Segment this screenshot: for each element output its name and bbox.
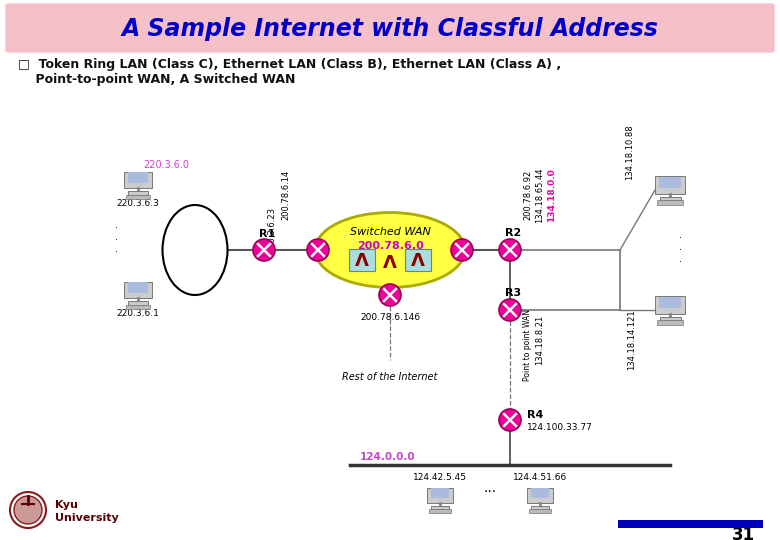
Circle shape (14, 496, 42, 524)
FancyBboxPatch shape (659, 297, 681, 308)
Text: R4: R4 (527, 410, 544, 420)
Text: 134.18.10.88: 134.18.10.88 (625, 124, 634, 180)
FancyBboxPatch shape (655, 176, 685, 193)
Text: 220.3.6.3: 220.3.6.3 (116, 199, 159, 207)
Circle shape (451, 239, 473, 261)
Text: 31: 31 (732, 526, 755, 540)
Text: 220.3.6.0: 220.3.6.0 (143, 160, 189, 170)
FancyBboxPatch shape (126, 195, 150, 199)
Text: 200.78.6.146: 200.78.6.146 (360, 313, 420, 321)
Text: 134.18.65.44: 134.18.65.44 (536, 167, 544, 222)
FancyBboxPatch shape (530, 489, 549, 498)
FancyBboxPatch shape (128, 282, 148, 293)
FancyBboxPatch shape (427, 488, 453, 503)
Ellipse shape (315, 213, 465, 287)
FancyBboxPatch shape (128, 172, 148, 183)
Text: 134.18.8.21: 134.18.8.21 (536, 315, 544, 365)
FancyBboxPatch shape (658, 320, 682, 325)
Text: 124.0.0.0: 124.0.0.0 (360, 452, 416, 462)
Text: 220.3.6.1: 220.3.6.1 (116, 308, 159, 318)
FancyBboxPatch shape (126, 305, 150, 309)
Text: ...: ... (484, 481, 497, 495)
Text: □  Token Ring LAN (Class C), Ethernet LAN (Class B), Ethernet LAN (Class A) ,: □ Token Ring LAN (Class C), Ethernet LAN… (18, 58, 561, 71)
FancyBboxPatch shape (431, 506, 449, 509)
Circle shape (379, 284, 401, 306)
Text: Λ: Λ (411, 252, 425, 270)
Text: Λ: Λ (383, 254, 397, 272)
Circle shape (499, 239, 521, 261)
Text: 124.100.33.77: 124.100.33.77 (527, 423, 593, 433)
Circle shape (499, 409, 521, 431)
FancyBboxPatch shape (529, 509, 551, 513)
Text: R2: R2 (505, 228, 521, 238)
Text: Switched WAN: Switched WAN (349, 227, 431, 237)
Text: Rest of the Internet: Rest of the Internet (342, 372, 438, 382)
Text: 200.78.6.92: 200.78.6.92 (523, 170, 533, 220)
Text: 134.18.0.0: 134.18.0.0 (548, 168, 556, 222)
FancyBboxPatch shape (658, 200, 682, 205)
Circle shape (307, 239, 329, 261)
Circle shape (499, 299, 521, 321)
Text: Kyu: Kyu (55, 500, 78, 510)
FancyBboxPatch shape (128, 301, 147, 305)
Text: Point-to-point WAN, A Switched WAN: Point-to-point WAN, A Switched WAN (18, 73, 296, 86)
FancyBboxPatch shape (6, 4, 774, 52)
FancyBboxPatch shape (349, 249, 375, 271)
FancyBboxPatch shape (429, 509, 451, 513)
Text: 124.42.5.45: 124.42.5.45 (413, 472, 467, 482)
FancyBboxPatch shape (660, 316, 680, 320)
Text: R1: R1 (259, 229, 275, 239)
FancyBboxPatch shape (405, 249, 431, 271)
Text: 134.18.14.121: 134.18.14.121 (627, 309, 636, 370)
Text: 124.4.51.66: 124.4.51.66 (513, 472, 567, 482)
Circle shape (253, 239, 275, 261)
FancyBboxPatch shape (659, 177, 681, 188)
FancyBboxPatch shape (527, 488, 553, 503)
Text: 220.3.6.23: 220.3.6.23 (268, 207, 276, 253)
Text: University: University (55, 513, 119, 523)
Text: 200.78.6.0: 200.78.6.0 (356, 241, 424, 251)
FancyBboxPatch shape (124, 281, 152, 299)
Ellipse shape (162, 205, 228, 295)
FancyBboxPatch shape (618, 520, 763, 528)
FancyBboxPatch shape (128, 191, 147, 195)
Text: ·
·
·: · · · (679, 233, 682, 267)
Text: 200.78.6.14: 200.78.6.14 (282, 170, 290, 220)
Text: Λ: Λ (355, 252, 369, 270)
Text: ·
·
·: · · · (115, 224, 118, 256)
FancyBboxPatch shape (124, 172, 152, 188)
FancyBboxPatch shape (655, 296, 685, 314)
Text: Point to point WAN: Point to point WAN (523, 309, 533, 381)
FancyBboxPatch shape (431, 489, 449, 498)
Text: R3: R3 (505, 288, 521, 298)
FancyBboxPatch shape (660, 197, 680, 200)
FancyBboxPatch shape (531, 506, 549, 509)
Text: A Sample Internet with Classful Address: A Sample Internet with Classful Address (122, 17, 658, 41)
